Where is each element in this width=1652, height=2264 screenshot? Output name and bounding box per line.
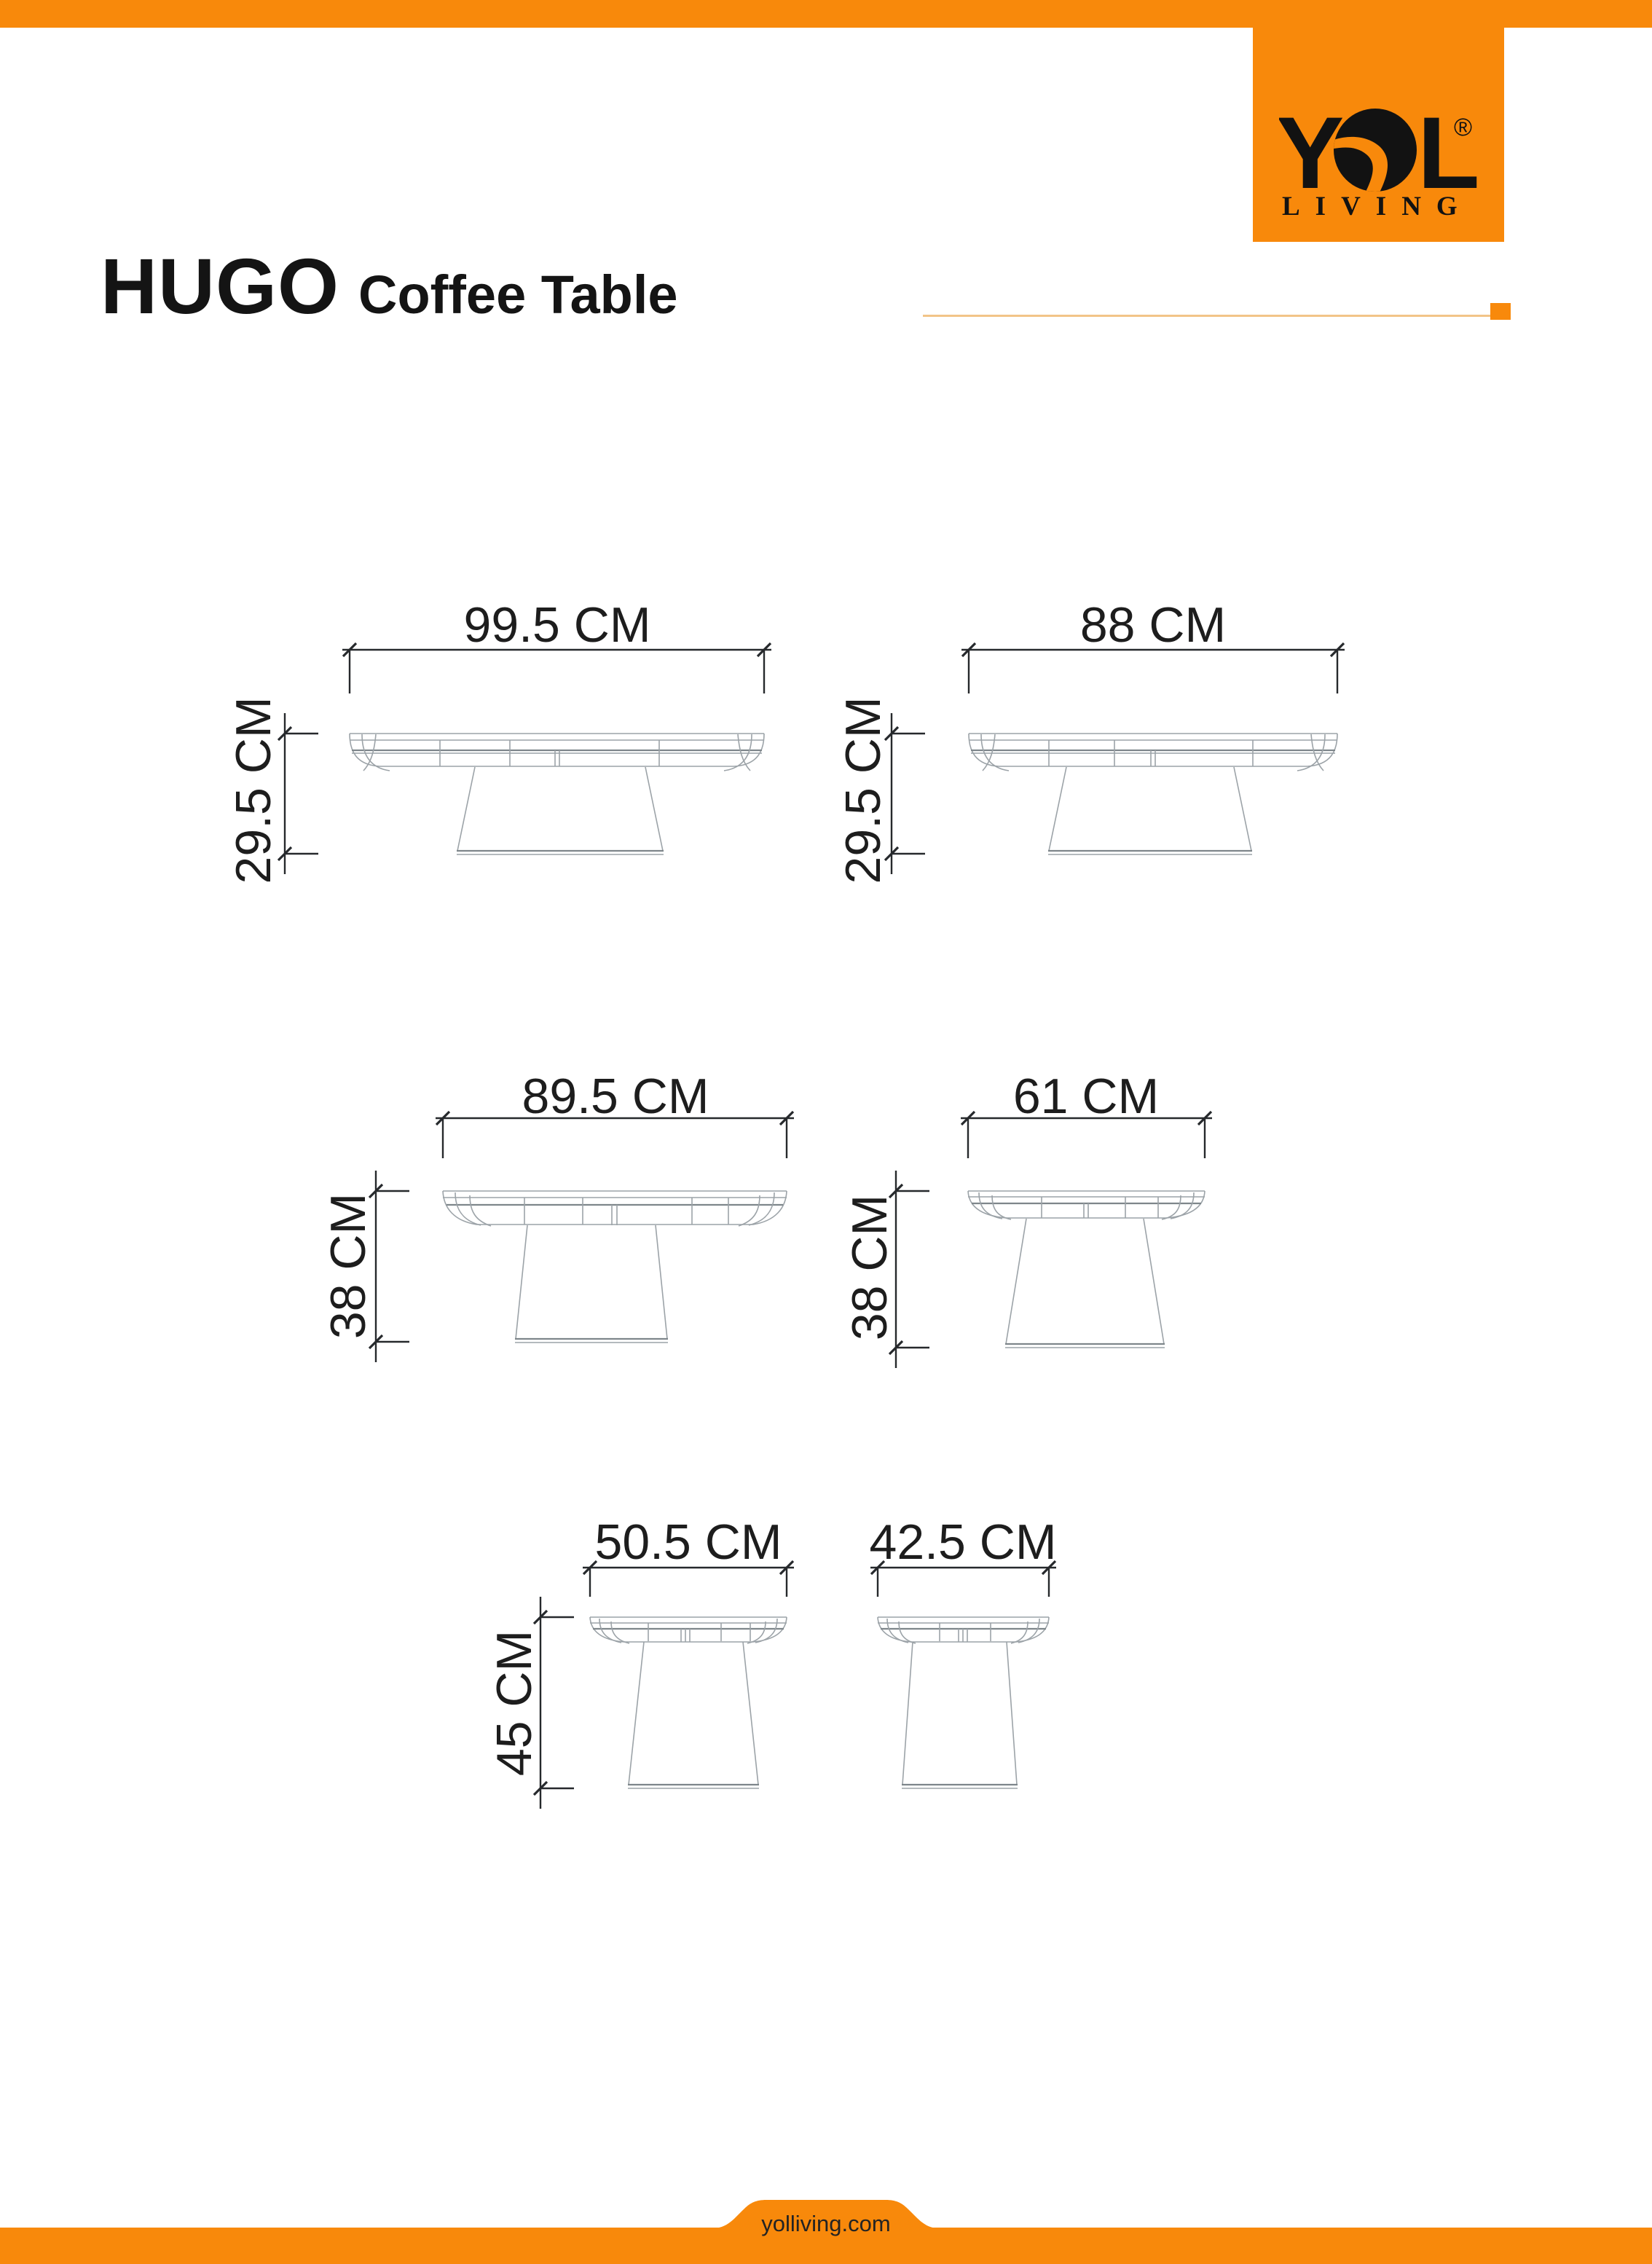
width-label-2: 88 CM bbox=[1079, 597, 1227, 653]
footer-tab bbox=[714, 2200, 938, 2228]
width-label-3: 89.5 CM bbox=[522, 1069, 709, 1124]
table-drawing-6 bbox=[877, 1616, 1050, 1789]
width-dimension-6 bbox=[870, 1560, 1057, 1597]
table-drawing-4 bbox=[967, 1190, 1205, 1348]
product-name: HUGO bbox=[101, 242, 339, 330]
registered-mark: ® bbox=[1454, 114, 1472, 141]
table-drawing-5 bbox=[589, 1616, 787, 1789]
width-label-4: 61 CM bbox=[1012, 1069, 1160, 1124]
width-dimension-1 bbox=[342, 642, 772, 693]
width-label-6: 42.5 CM bbox=[869, 1514, 1057, 1570]
table-drawing-1 bbox=[349, 733, 765, 855]
height-label-3: 38 CM bbox=[320, 1192, 376, 1340]
width-dimension-5 bbox=[582, 1560, 795, 1597]
height-dimension-3 bbox=[368, 1171, 409, 1362]
footer-bar bbox=[0, 2228, 1652, 2264]
yol-logo: Y L ® bbox=[1279, 106, 1477, 201]
height-label-4: 38 CM bbox=[842, 1194, 897, 1341]
brand-logo-box: Y L ® LIVING bbox=[1253, 0, 1504, 242]
height-dimension-1 bbox=[277, 713, 318, 874]
table-drawing-2 bbox=[968, 733, 1338, 855]
logo-road-circle-icon bbox=[1334, 109, 1417, 192]
height-label-5: 45 CM bbox=[487, 1630, 542, 1777]
width-dimension-4 bbox=[960, 1110, 1213, 1158]
page-title: HUGO Coffee Table bbox=[101, 240, 678, 331]
logo-letter-l: L bbox=[1417, 106, 1477, 201]
width-dimension-2 bbox=[961, 642, 1345, 693]
height-label-1: 29.5 CM bbox=[226, 696, 281, 884]
brand-logo-subtext: LIVING bbox=[1282, 192, 1473, 221]
website-text: yolliving.com bbox=[761, 2211, 891, 2236]
product-type: Coffee Table bbox=[358, 264, 678, 325]
width-dimension-3 bbox=[435, 1110, 795, 1158]
title-divider-line bbox=[923, 315, 1511, 317]
width-label-1: 99.5 CM bbox=[463, 597, 651, 653]
height-dimension-4 bbox=[888, 1171, 929, 1368]
height-dimension-5 bbox=[532, 1597, 574, 1809]
table-drawing-3 bbox=[442, 1190, 787, 1343]
logo-letter-y: Y bbox=[1279, 106, 1344, 201]
height-dimension-2 bbox=[884, 713, 925, 874]
width-label-5: 50.5 CM bbox=[594, 1514, 782, 1570]
height-label-2: 29.5 CM bbox=[835, 696, 891, 884]
title-divider-square bbox=[1490, 303, 1511, 320]
